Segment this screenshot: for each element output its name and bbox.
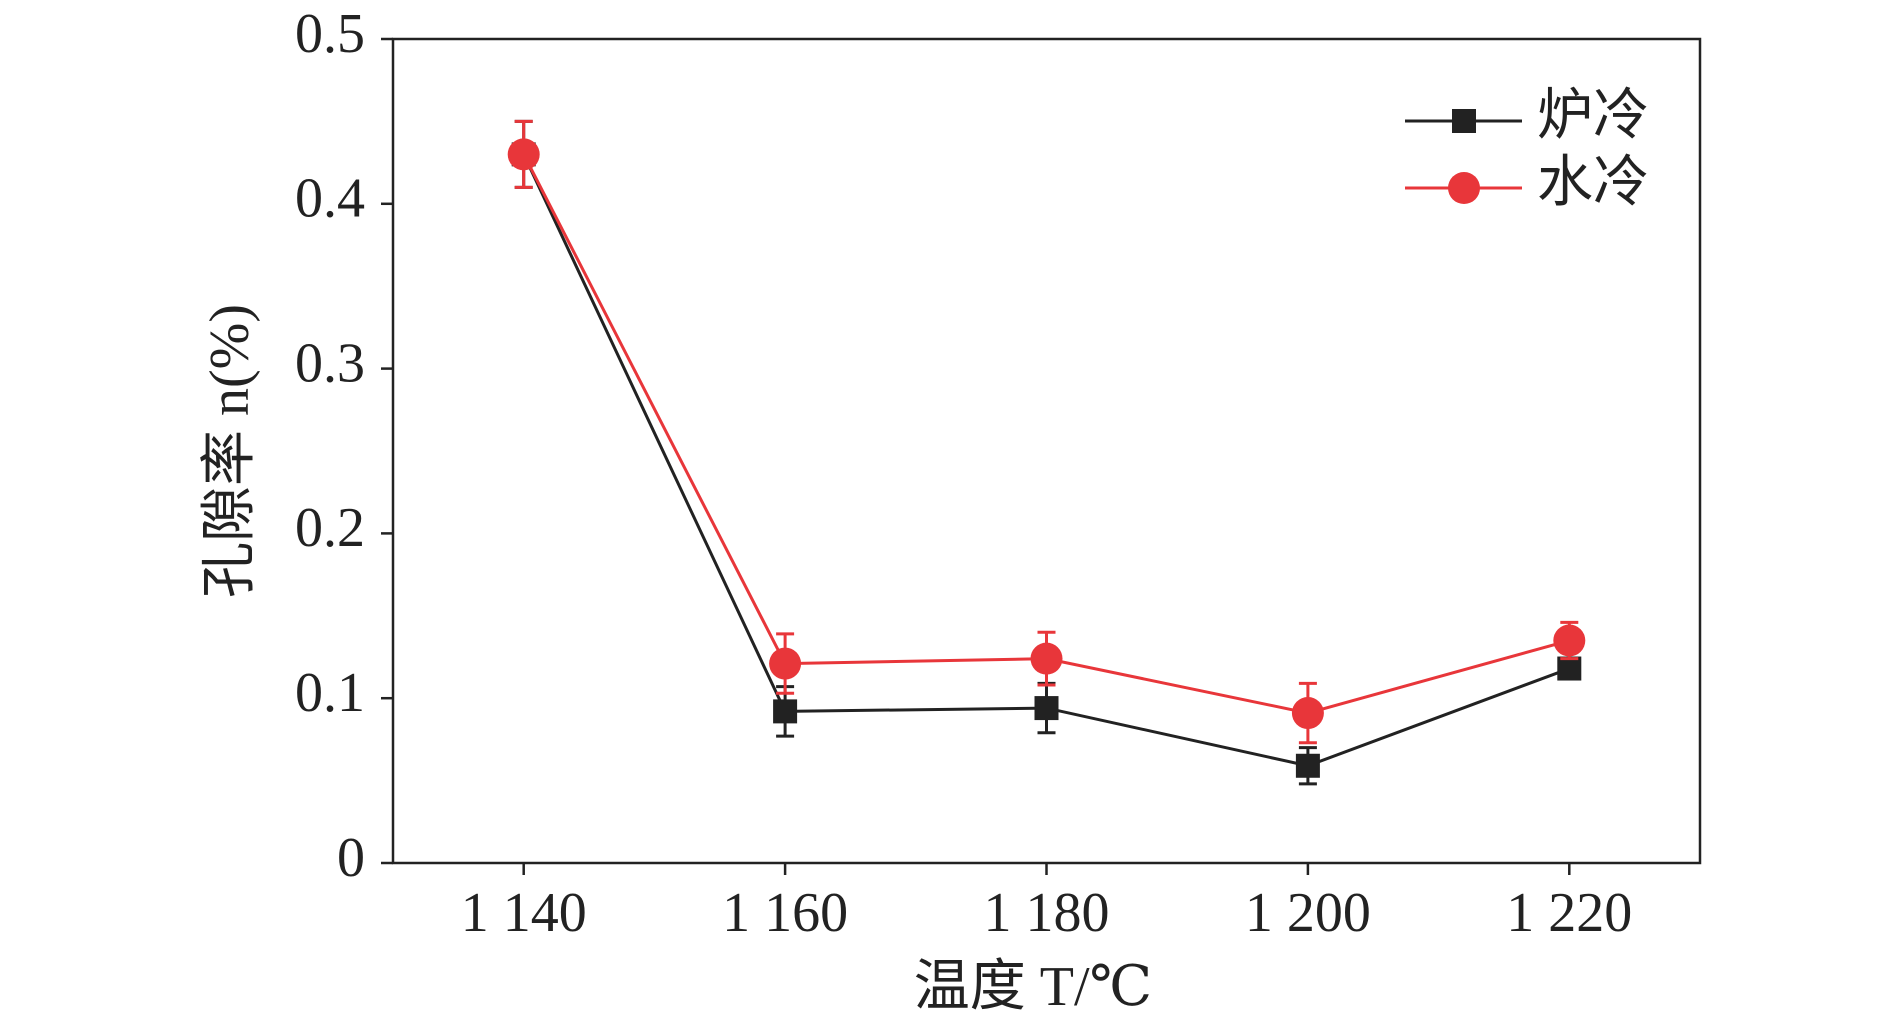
- legend-label: 炉冷: [1537, 85, 1649, 147]
- series-line: [522, 153, 1570, 715]
- marker: [1291, 697, 1324, 730]
- marker: [1553, 624, 1586, 657]
- marker: [1030, 642, 1063, 675]
- x-axis-label: 温度 T/℃: [914, 956, 1152, 1018]
- plot-frame: [391, 37, 1702, 865]
- y-axis-label: 孔隙率 n(%): [199, 304, 261, 598]
- x-tick-label: 1 140: [461, 882, 587, 944]
- marker: [1034, 696, 1059, 721]
- marker: [769, 647, 802, 680]
- legend-marker: [1448, 172, 1480, 204]
- marker: [1295, 753, 1320, 778]
- y-tick-label: 0: [337, 827, 365, 889]
- x-tick-label: 1 200: [1245, 882, 1371, 944]
- x-tick-label: 1 180: [984, 882, 1110, 944]
- legend-label: 水冷: [1537, 152, 1649, 214]
- marker: [1557, 656, 1582, 681]
- marker: [773, 699, 798, 724]
- y-tick-label: 0.5: [295, 3, 365, 65]
- x-tick-label: 1 220: [1506, 882, 1632, 944]
- x-tick-label: 1 160: [722, 882, 848, 944]
- y-tick-label: 0.1: [295, 662, 365, 724]
- y-tick-label: 0.2: [295, 497, 365, 559]
- y-tick-label: 0.4: [295, 168, 365, 230]
- y-tick-label: 0.3: [295, 332, 365, 394]
- legend-marker: [1452, 109, 1476, 133]
- marker: [507, 138, 540, 171]
